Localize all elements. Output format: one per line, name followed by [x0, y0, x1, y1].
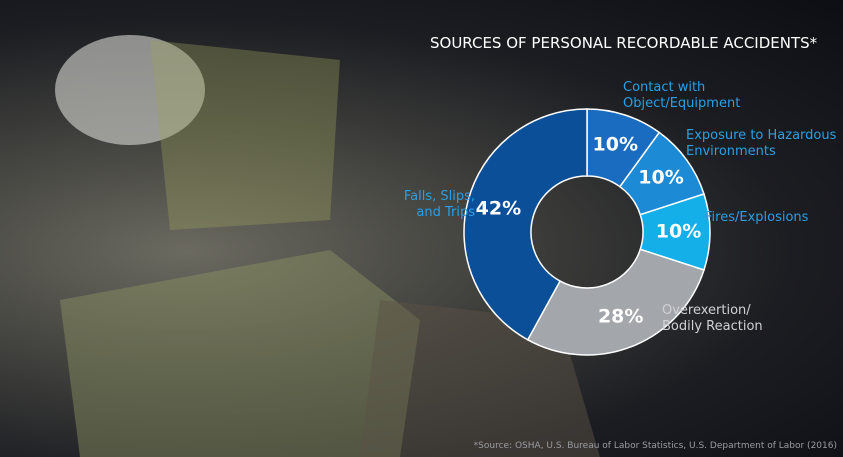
donut-slice	[526, 248, 705, 356]
chart-title: SOURCES OF PERSONAL RECORDABLE ACCIDENTS…	[430, 34, 818, 52]
value-label: 10%	[638, 167, 683, 189]
value-label: 28%	[598, 306, 643, 328]
donut-slice	[463, 108, 588, 341]
category-label: Fires/Explosions	[705, 210, 809, 225]
category-label: Overexertion/ Bodily Reaction	[662, 303, 763, 334]
source-note: *Source: OSHA, U.S. Bureau of Labor Stat…	[473, 441, 837, 451]
category-label: Contact with Object/Equipment	[623, 80, 741, 111]
category-label: Falls, Slips, and Trips	[403, 189, 475, 220]
category-label: Exposure to Hazardous Environments	[686, 128, 837, 159]
value-label: 10%	[593, 133, 638, 155]
value-label: 42%	[476, 198, 521, 220]
value-label: 10%	[656, 221, 701, 243]
